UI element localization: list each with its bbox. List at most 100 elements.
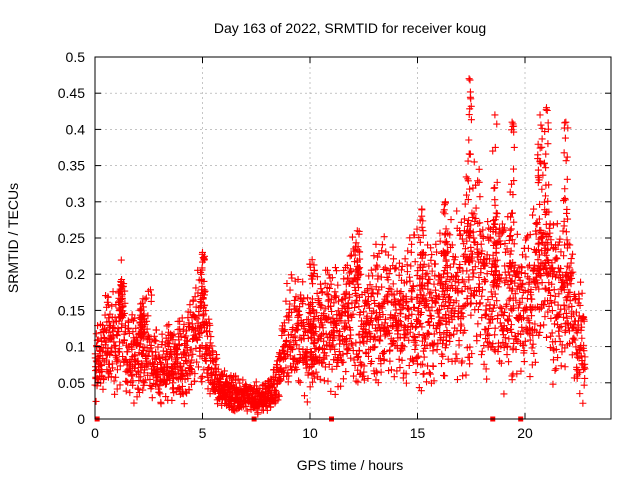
data-point	[535, 215, 543, 223]
data-point	[368, 321, 376, 329]
data-point	[478, 292, 486, 300]
data-point	[430, 377, 438, 385]
data-point	[478, 347, 486, 355]
data-point	[280, 319, 288, 327]
data-point	[460, 215, 468, 223]
data-point	[356, 338, 364, 346]
data-point	[465, 276, 473, 284]
data-point	[507, 325, 515, 333]
data-point	[510, 218, 518, 226]
data-point	[360, 368, 368, 376]
data-point	[448, 241, 456, 249]
data-point	[559, 227, 567, 235]
data-point	[355, 284, 363, 292]
data-point	[529, 211, 537, 219]
data-point	[360, 339, 368, 347]
data-point	[503, 300, 511, 308]
data-point	[489, 217, 497, 225]
data-point	[442, 225, 450, 233]
data-point	[562, 118, 570, 126]
data-point	[580, 347, 588, 355]
data-point	[407, 319, 415, 327]
data-point	[348, 233, 356, 241]
data-point	[576, 390, 584, 398]
data-point	[325, 360, 333, 368]
data-point	[204, 373, 212, 381]
data-point	[537, 234, 545, 242]
y-axis-label: SRMTID / TECUs	[5, 183, 21, 293]
data-point	[349, 310, 357, 318]
data-point	[345, 344, 353, 352]
data-point	[201, 252, 209, 260]
data-point	[292, 293, 300, 301]
data-point	[197, 299, 205, 307]
data-point	[379, 300, 387, 308]
data-point	[508, 236, 516, 244]
data-point	[417, 291, 425, 299]
data-point	[535, 246, 543, 254]
data-point	[352, 339, 360, 347]
data-point	[282, 364, 290, 372]
data-point	[386, 357, 394, 365]
data-point	[491, 143, 499, 151]
data-point	[548, 329, 556, 337]
data-point	[189, 296, 197, 304]
data-point	[466, 150, 474, 158]
data-point	[363, 312, 371, 320]
data-point	[578, 323, 586, 331]
data-point	[442, 249, 450, 257]
data-point	[423, 300, 431, 308]
data-point	[331, 390, 339, 398]
data-point	[464, 222, 472, 230]
data-point	[234, 375, 242, 383]
data-point	[476, 219, 484, 227]
data-point	[520, 347, 528, 355]
data-point	[198, 329, 206, 337]
data-point	[483, 338, 491, 346]
data-point	[578, 334, 586, 342]
data-point	[396, 318, 404, 326]
data-point	[174, 345, 182, 353]
data-point	[497, 342, 505, 350]
data-point	[206, 328, 214, 336]
data-point	[401, 255, 409, 263]
data-point	[483, 270, 491, 278]
data-point	[382, 315, 390, 323]
data-point	[403, 261, 411, 269]
data-point	[115, 304, 123, 312]
data-point	[406, 328, 414, 336]
data-point	[300, 392, 308, 400]
data-point	[346, 293, 354, 301]
data-point	[371, 299, 379, 307]
data-point	[138, 325, 146, 333]
data-point	[352, 266, 360, 274]
data-point	[563, 175, 571, 183]
data-point	[307, 271, 315, 279]
data-point	[139, 386, 147, 394]
x-tick-label: 20	[517, 425, 533, 441]
data-point	[380, 266, 388, 274]
y-tick-label: 0.5	[66, 49, 86, 65]
data-point	[374, 272, 382, 280]
data-point	[283, 279, 291, 287]
data-point	[408, 310, 416, 318]
data-point	[151, 355, 159, 363]
data-point	[181, 388, 189, 396]
data-point	[552, 245, 560, 253]
data-point	[313, 289, 321, 297]
data-point	[377, 360, 385, 368]
data-point	[541, 313, 549, 321]
data-point	[440, 270, 448, 278]
data-point	[429, 362, 437, 370]
data-point	[540, 301, 548, 309]
data-point	[498, 220, 506, 228]
data-point	[419, 217, 427, 225]
data-point	[407, 262, 415, 270]
data-point	[328, 274, 336, 282]
y-tick-label: 0.45	[58, 85, 85, 101]
data-point	[111, 390, 119, 398]
data-point	[112, 373, 120, 381]
data-point	[205, 351, 213, 359]
data-point	[419, 360, 427, 368]
data-point	[342, 368, 350, 376]
